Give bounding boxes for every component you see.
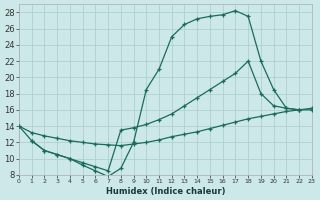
X-axis label: Humidex (Indice chaleur): Humidex (Indice chaleur) — [106, 187, 225, 196]
